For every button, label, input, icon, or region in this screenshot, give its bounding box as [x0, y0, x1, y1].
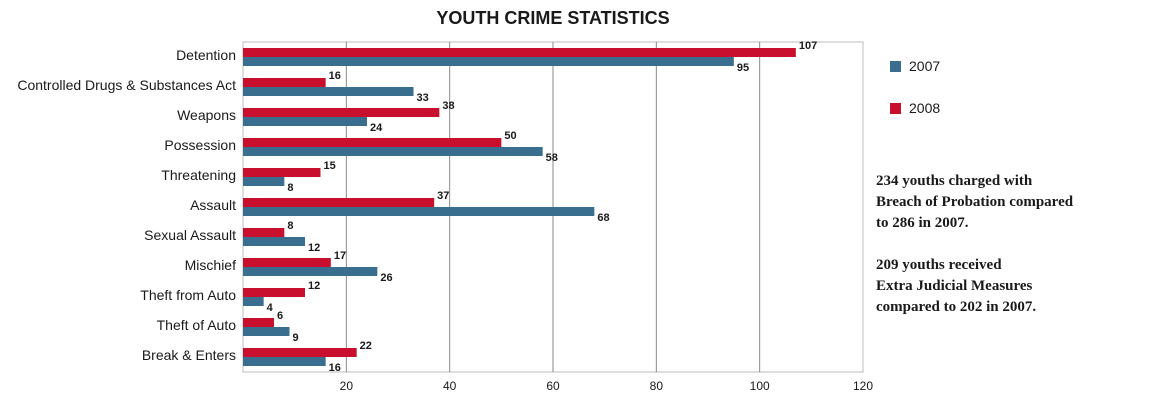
x-tick-label: 80: [650, 379, 664, 393]
data-label-2008: 6: [277, 310, 283, 322]
data-label-2007: 58: [546, 152, 558, 164]
bar-2008: [243, 78, 326, 87]
x-tick-label: 120: [853, 379, 873, 393]
data-label-2007: 8: [287, 182, 293, 194]
bar-2007: [243, 177, 285, 186]
category-label: Theft from Auto: [140, 287, 236, 303]
data-label-2008: 17: [334, 250, 346, 262]
legend-swatch-2007: [890, 60, 901, 72]
bar-2008: [243, 348, 357, 357]
chart-title: YOUTH CRIME STATISTICS: [436, 8, 670, 28]
bar-2008: [243, 138, 502, 147]
data-label-2007: 16: [329, 362, 341, 374]
category-labels: Detention Controlled Drugs & Substances A…: [17, 47, 236, 363]
bar-2007: [243, 147, 543, 156]
data-label-2008: 50: [504, 130, 516, 142]
category-label: Break & Enters: [142, 347, 236, 363]
data-label-2007: 95: [737, 62, 749, 74]
data-label-2007: 33: [417, 92, 429, 104]
legend-label-2007: 2007: [909, 58, 941, 74]
data-label-2007: 9: [293, 332, 299, 344]
data-label-2007: 26: [380, 272, 392, 284]
x-tick-label: 20: [340, 379, 354, 393]
note-extra-judicial-measures: 209 youths received Extra Judicial Measu…: [876, 257, 1037, 315]
legend-item-2007: 2007: [890, 56, 940, 76]
data-label-2008: 22: [360, 340, 372, 352]
x-tick-label: 60: [546, 379, 560, 393]
bar-2008: [243, 228, 285, 237]
bar-2007: [243, 297, 264, 306]
bar-2007: [243, 327, 290, 336]
bar-2007: [243, 117, 367, 126]
data-label-2007: 24: [370, 122, 383, 134]
bar-2008: [243, 108, 440, 117]
bar-2007: [243, 207, 595, 216]
data-label-2008: 12: [308, 280, 320, 292]
notes-panel: 234 youths charged with Breach of Probat…: [876, 171, 1146, 339]
category-label: Possession: [164, 137, 236, 153]
bar-2008: [243, 318, 274, 327]
category-label: Sexual Assault: [144, 227, 236, 243]
legend-swatch-2008: [890, 102, 901, 114]
bar-2007: [243, 87, 414, 96]
data-label-2008: 16: [329, 70, 341, 82]
bar-2008: [243, 198, 435, 207]
data-label-2007: 4: [267, 302, 274, 314]
legend-item-2008: 2008: [890, 98, 940, 118]
note-breach-of-probation: 234 youths charged with Breach of Probat…: [876, 173, 1074, 231]
x-tick-label: 40: [443, 379, 457, 393]
category-label: Detention: [176, 47, 236, 63]
tick-labels: 20 40 60 80 100 120: [340, 379, 874, 393]
data-label-2008: 37: [437, 190, 449, 202]
category-label: Mischief: [185, 257, 236, 273]
bar-2008: [243, 48, 796, 57]
data-label-2008: 107: [799, 40, 817, 52]
bar-2007: [243, 357, 326, 366]
bar-2008: [243, 168, 321, 177]
data-label-2007: 12: [308, 242, 320, 254]
bar-2007: [243, 57, 734, 66]
value-labels: 107 95 16 33 38 24 50 58 15 8 37 68 8 12 17 26 12 469 22 16: [267, 40, 818, 374]
data-label-2007: 68: [597, 212, 609, 224]
legend-label-2008: 2008: [909, 100, 941, 116]
bar-2008: [243, 258, 331, 267]
bar-2008: [243, 288, 305, 297]
bar-2007: [243, 267, 378, 276]
category-label: Threatening: [161, 167, 236, 183]
category-label: Theft of Auto: [157, 317, 237, 333]
legend: 2007 2008: [890, 56, 940, 140]
data-label-2008: 8: [287, 220, 293, 232]
category-label: Weapons: [177, 107, 236, 123]
x-tick-label: 100: [750, 379, 770, 393]
bars: [243, 48, 796, 366]
category-label: Assault: [190, 197, 236, 213]
bar-2007: [243, 237, 305, 246]
data-label-2008: 15: [324, 160, 336, 172]
data-label-2008: 38: [442, 100, 454, 112]
category-label: Controlled Drugs & Substances Act: [17, 77, 236, 93]
